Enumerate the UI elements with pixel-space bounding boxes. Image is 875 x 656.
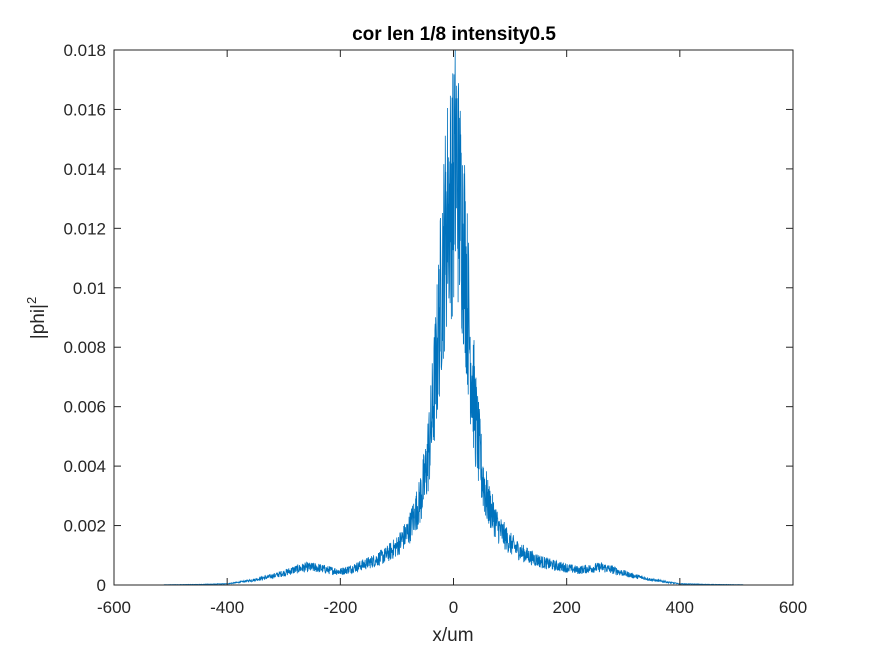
y-axis: 0 0.002 0.004 0.006 0.008 0.01 0.012 0.014 0.016… xyxy=(63,41,793,595)
series-layer xyxy=(163,49,744,586)
x-tick-label: 200 xyxy=(552,598,580,617)
y-tick-label: 0.004 xyxy=(63,457,106,476)
x-tick-label: 600 xyxy=(779,598,807,617)
x-tick-label: 0 xyxy=(449,598,458,617)
y-axis-label: |phi|2 xyxy=(24,297,49,339)
y-tick-label: 0.012 xyxy=(63,219,106,238)
y-tick-label: 0.014 xyxy=(63,160,106,179)
y-tick-label: 0.002 xyxy=(63,517,106,536)
x-tick-label: -200 xyxy=(323,598,357,617)
y-axis-label-base: |phi| xyxy=(28,304,49,339)
series-line xyxy=(163,49,744,586)
y-tick-label: 0.018 xyxy=(63,41,106,60)
y-tick-label: 0 xyxy=(97,576,106,595)
x-axis: -600 -400 -200 0 200 400 600 xyxy=(97,50,807,617)
plot-area xyxy=(114,50,793,585)
x-axis-label: x/um xyxy=(432,625,473,646)
y-axis-label-exponent: 2 xyxy=(24,297,39,304)
x-tick-label: -400 xyxy=(210,598,244,617)
x-tick-label: 400 xyxy=(666,598,694,617)
y-tick-label: 0.016 xyxy=(63,100,106,119)
y-tick-label: 0.006 xyxy=(63,398,106,417)
y-tick-label: 0.01 xyxy=(73,279,106,298)
y-tick-label: 0.008 xyxy=(63,338,106,357)
chart-title: cor len 1/8 intensity0.5 xyxy=(352,24,556,45)
x-tick-label: -600 xyxy=(97,598,131,617)
